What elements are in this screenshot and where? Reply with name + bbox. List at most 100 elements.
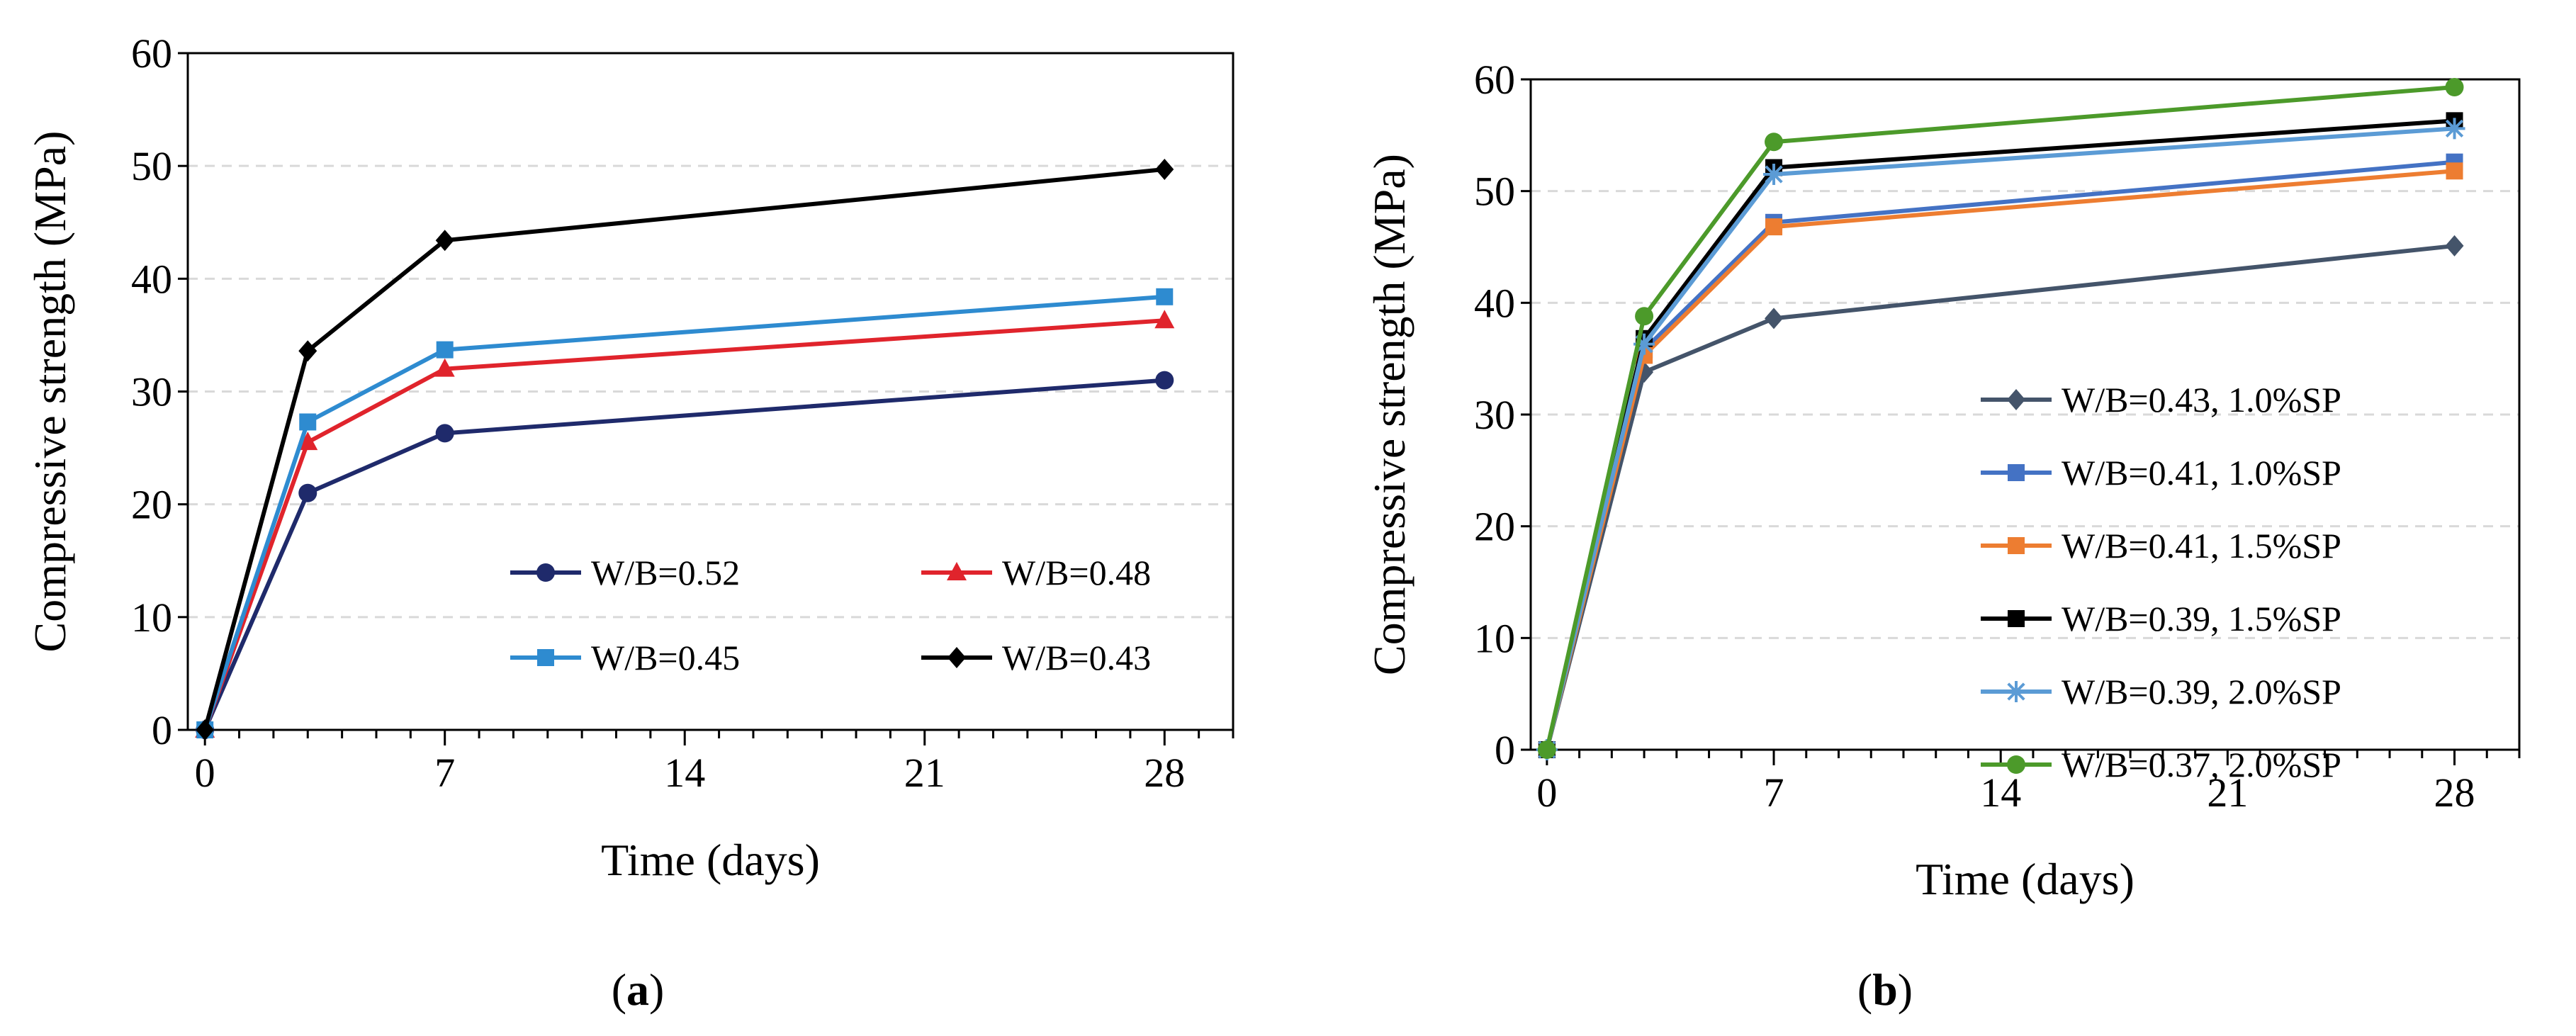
data-point <box>1154 310 1175 329</box>
series-W/B=0.43 <box>196 158 1174 741</box>
data-point <box>1155 158 1174 180</box>
y-tick-label: 50 <box>1474 169 1515 215</box>
x-tick-label: 28 <box>2434 770 2475 816</box>
legend-item: W/B=0.43 <box>921 638 1151 677</box>
data-point <box>1765 308 1784 330</box>
y-tick-label: 20 <box>1474 504 1515 550</box>
legend-label: W/B=0.41, 1.0%SP <box>2062 453 2341 492</box>
legend-marker <box>2008 610 2025 627</box>
data-point <box>298 340 317 362</box>
data-point <box>196 719 215 741</box>
grid <box>188 52 1233 619</box>
grid <box>1531 78 2519 639</box>
series-W/B=0.39, 2.0%SP <box>1536 118 2465 760</box>
x-tick-label: 0 <box>1536 770 1557 816</box>
series-line <box>1544 85 2455 750</box>
series-line <box>1544 126 2455 750</box>
legend-label: W/B=0.37, 2.0%SP <box>2062 745 2341 784</box>
series-line <box>203 167 1165 731</box>
legend-marker <box>2006 681 2027 702</box>
x-tick-label: 7 <box>434 750 455 796</box>
legend-marker <box>537 649 554 666</box>
y-tick-label: 30 <box>131 369 172 415</box>
chart-panel-b: 0 7 14 21 28 0 10 20 30 40 50 60 Time (days) Compress… <box>1364 57 2521 904</box>
x-axis-label: Time (days) <box>601 835 820 885</box>
legend-item: W/B=0.39, 1.5%SP <box>1981 599 2341 638</box>
series-line <box>203 318 1165 731</box>
data-point <box>1155 371 1174 390</box>
chart-panel-a: 0 7 14 21 28 0 10 20 30 40 50 60 Time (days) Compress… <box>25 30 1234 885</box>
legend-item: W/B=0.52 <box>510 553 740 592</box>
data-point <box>2446 162 2463 180</box>
legend-label: W/B=0.41, 1.5%SP <box>2062 526 2341 565</box>
data-point <box>298 432 318 451</box>
series-line <box>1544 118 2455 750</box>
legend-item: W/B=0.39, 2.0%SP <box>1981 672 2341 711</box>
data-point <box>299 413 317 431</box>
legend-label: W/B=0.43, 1.0%SP <box>2062 380 2341 420</box>
legend-label: W/B=0.45 <box>591 638 740 677</box>
legend-item: W/B=0.48 <box>921 553 1151 592</box>
series-line <box>203 294 1165 731</box>
legend-label: W/B=0.39, 2.0%SP <box>2062 672 2341 711</box>
y-tick-label: 40 <box>1474 280 1515 326</box>
x-tick-label: 14 <box>1980 770 2021 816</box>
y-tick-label: 50 <box>131 143 172 189</box>
y-tick-label: 10 <box>131 595 172 641</box>
y-tick-label: 60 <box>1474 57 1515 103</box>
panel-label-a: (a) <box>612 964 665 1015</box>
series-line <box>203 378 1165 731</box>
legend-marker <box>2008 464 2025 481</box>
y-tick-label: 60 <box>131 30 172 77</box>
legend-item: W/B=0.45 <box>510 638 740 677</box>
y-tick-label: 30 <box>1474 392 1515 438</box>
series-W/B=0.45 <box>196 288 1174 738</box>
legend-marker <box>2008 537 2025 554</box>
legend-marker <box>2007 755 2025 774</box>
x-tick-label: 28 <box>1144 750 1185 796</box>
legend: W/B=0.52 W/B=0.48 W/B=0.45 W/B=0.43 <box>510 553 1151 677</box>
y-tick-label: 20 <box>131 482 172 528</box>
panel-label-b: (b) <box>1857 964 1913 1015</box>
legend-item: W/B=0.37, 2.0%SP <box>1981 745 2341 784</box>
y-tick-label: 10 <box>1474 615 1515 661</box>
legend-label: W/B=0.43 <box>1002 638 1151 677</box>
legend-item: W/B=0.43, 1.0%SP <box>1981 380 2341 420</box>
legend-item: W/B=0.41, 1.0%SP <box>1981 453 2341 492</box>
data-point <box>1765 218 1783 236</box>
data-point <box>2445 235 2464 257</box>
x-tick-label: 21 <box>2207 770 2248 816</box>
data-point <box>1156 288 1174 305</box>
x-tick-label: 14 <box>664 750 705 796</box>
y-tick-label: 40 <box>131 256 172 302</box>
data-point <box>2445 78 2464 97</box>
legend-item: W/B=0.41, 1.5%SP <box>1981 526 2341 565</box>
data-point <box>435 230 454 252</box>
data-point <box>1635 307 1654 326</box>
data-point <box>1763 164 1785 186</box>
data-point <box>434 358 455 377</box>
legend-marker <box>2007 389 2025 410</box>
y-axis-label: Compressive strength (MPa) <box>25 131 75 653</box>
x-tick-label: 21 <box>904 750 945 796</box>
x-tick-label: 0 <box>195 750 215 796</box>
legend-marker <box>536 563 555 582</box>
x-tick-label: 7 <box>1764 770 1784 816</box>
legend-label: W/B=0.52 <box>591 553 740 592</box>
y-tick-label: 0 <box>1495 727 1515 773</box>
legend: W/B=0.43, 1.0%SP W/B=0.41, 1.0%SP W/B=0.41… <box>1981 380 2341 784</box>
legend-marker <box>947 562 967 580</box>
data-point <box>298 483 317 502</box>
y-axis-label: Compressive strength (MPa) <box>1364 154 1414 675</box>
data-point <box>435 424 454 443</box>
data-point <box>1537 741 1556 759</box>
y-tick-label: 0 <box>152 707 172 753</box>
x-axis-label: Time (days) <box>1916 854 2135 904</box>
data-point <box>2443 118 2465 140</box>
legend-marker <box>947 647 966 668</box>
data-point <box>436 341 454 359</box>
legend-label: W/B=0.48 <box>1002 553 1151 592</box>
legend-label: W/B=0.39, 1.5%SP <box>2062 599 2341 638</box>
data-point <box>1765 133 1784 152</box>
